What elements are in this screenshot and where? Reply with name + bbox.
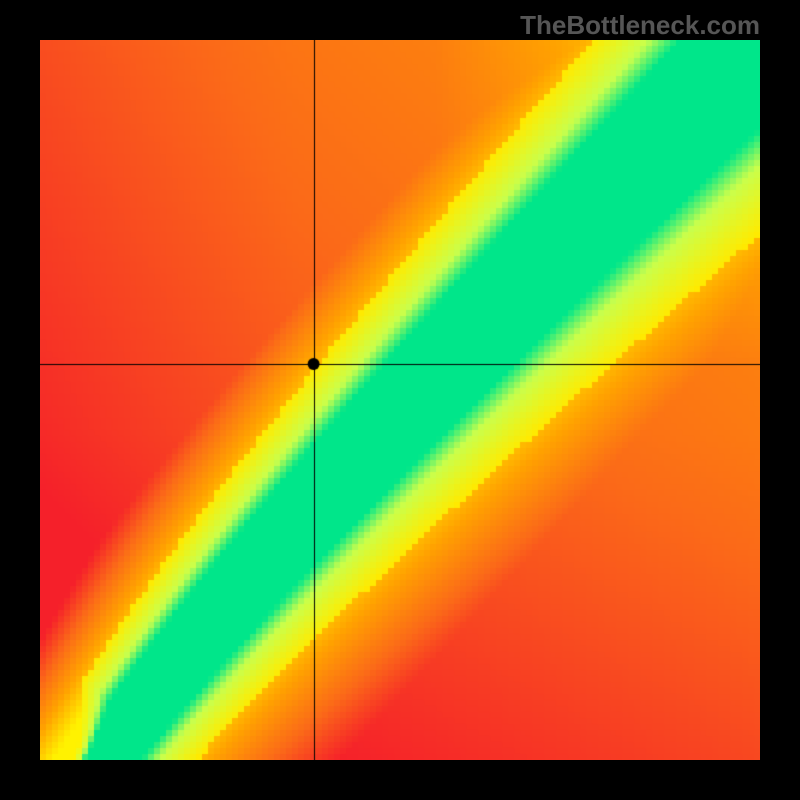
watermark-text: TheBottleneck.com (520, 10, 760, 41)
bottleneck-heatmap (40, 40, 760, 760)
